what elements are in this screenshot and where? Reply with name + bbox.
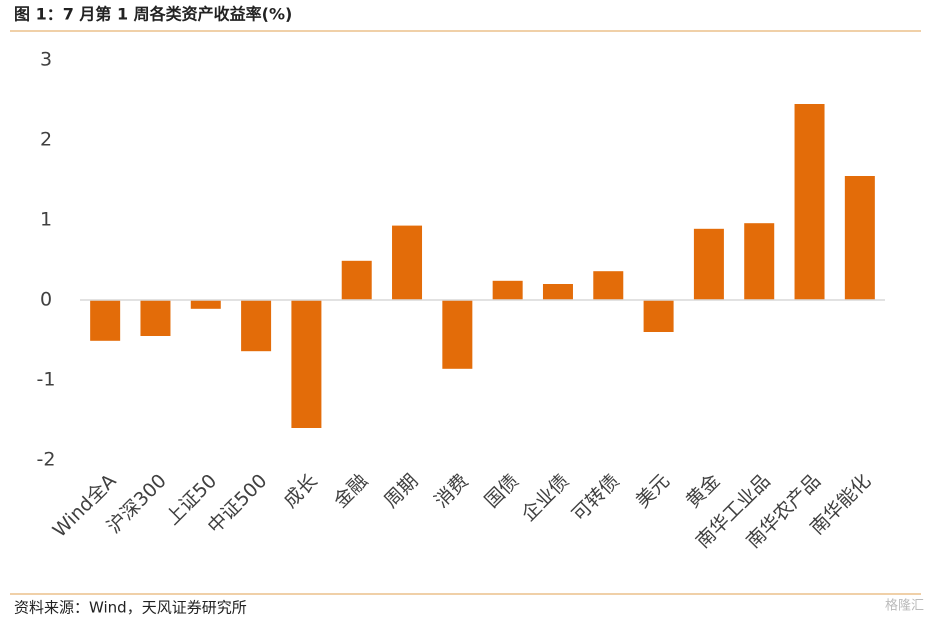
x-tick-label: Wind全A [49, 470, 121, 542]
bar [744, 223, 775, 300]
watermark: 格隆汇 [885, 598, 924, 614]
x-tick-label: 金融 [330, 470, 372, 512]
bar [844, 176, 875, 300]
bar [593, 271, 624, 300]
bar [794, 104, 825, 300]
bar [241, 300, 272, 352]
x-tick-label: 黄金 [682, 470, 724, 512]
bar [392, 225, 423, 300]
chart-title: 图 1：7 月第 1 周各类资产收益率(%) [14, 5, 292, 24]
x-tick-label: 企业债 [518, 470, 574, 526]
bar [542, 284, 573, 300]
y-tick-label: 2 [40, 129, 52, 151]
bar [291, 300, 322, 428]
x-tick-label: 周期 [380, 470, 422, 512]
y-tick-label: 3 [40, 49, 52, 71]
y-tick-label: 1 [40, 209, 52, 231]
bar [492, 280, 523, 300]
bar [693, 228, 724, 300]
x-tick-label: 成长 [279, 470, 321, 512]
bar [643, 300, 674, 332]
x-tick-label: 美元 [632, 470, 674, 512]
bar [140, 300, 171, 336]
x-tick-label: 可转债 [568, 470, 624, 526]
bar [190, 300, 221, 309]
x-tick-label: 国债 [481, 470, 523, 512]
y-tick-label: -2 [37, 449, 56, 471]
source-note: 资料来源：Wind，天风证券研究所 [14, 599, 247, 617]
bar [90, 300, 121, 341]
y-tick-label: -1 [37, 369, 56, 391]
x-tick-label: 消费 [430, 470, 472, 512]
y-tick-label: 0 [40, 289, 52, 311]
bar [442, 300, 473, 369]
bar [341, 260, 372, 300]
